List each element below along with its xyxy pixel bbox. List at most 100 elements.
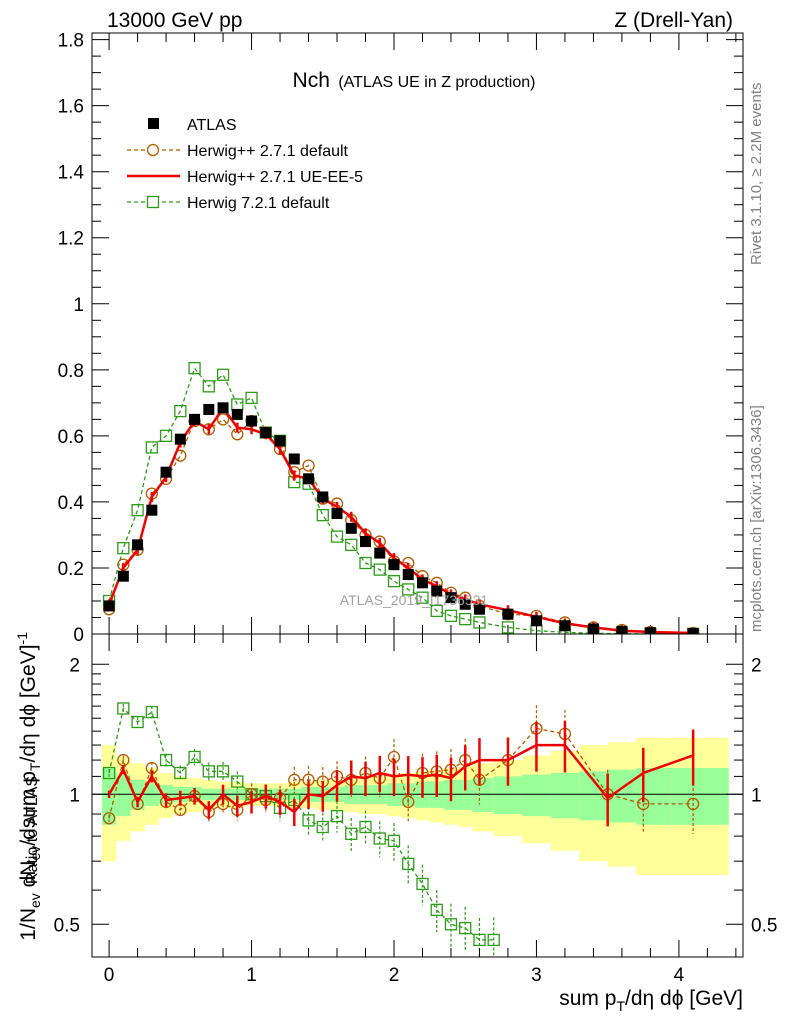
ratio-point [102, 766, 116, 780]
main-y-tick-label: 0 [73, 625, 84, 646]
legend-marker-herwig-pp-default [146, 143, 160, 157]
ratio-point [416, 877, 429, 891]
main-panel: 0 0.2 0.4 0.6 0.8 1 1.2 1.4 1.6 1.8 Nch (ATLAS UE… [58, 31, 744, 646]
mcplots-note: mcplots.cern.ch [arXiv:1306.3436] [748, 405, 765, 632]
ratio-point [402, 857, 415, 871]
data-point [459, 598, 471, 610]
data-point [387, 575, 401, 588]
y-axis-label-main: 1/Nev dNev/dsum pT/dη dϕ [GeV]-1 [14, 632, 43, 941]
ratio-band-inner [472, 778, 494, 812]
x-tick-label: 2 [389, 965, 400, 986]
ratio-point [487, 933, 500, 947]
x-axis-label-sub: T [616, 998, 625, 1014]
ratio-series-dashed-square [102, 702, 500, 957]
ratio-point [345, 827, 358, 840]
y-label-sup: -1 [14, 632, 30, 645]
ratio-band-inner [550, 773, 580, 819]
x-tick-label: 0 [104, 965, 115, 986]
ratio-point [288, 773, 301, 786]
legend-entry-herwig7-default: Herwig 7.2.1 default [127, 195, 330, 212]
data-point [687, 627, 699, 639]
ratio-point [216, 765, 230, 778]
y-label-sub-1: ev [27, 893, 43, 908]
x-axis-tick-labels: 0 1 2 3 4 [104, 965, 685, 986]
y-label-part-2: dN [17, 861, 40, 894]
data-point [260, 427, 272, 439]
data-point [316, 508, 329, 522]
data-point [302, 459, 315, 472]
data-point [160, 466, 172, 478]
ratio-band-inner [458, 779, 473, 810]
data-point [117, 570, 129, 582]
legend-entry-herwig-pp-default: Herwig++ 2.7.1 default [127, 143, 349, 160]
data-point [445, 592, 457, 604]
ratio-band-inner [130, 779, 145, 810]
ratio-point [373, 832, 386, 845]
legend-label-herwig-pp-default: Herwig++ 2.7.1 default [187, 143, 349, 160]
main-series-square-marker [103, 402, 699, 639]
y-label-sub-3: T [27, 762, 43, 771]
data-point [117, 541, 130, 555]
ratio-series-line [108, 707, 494, 941]
ratio-band-inner [671, 768, 729, 825]
ratio-point [131, 715, 144, 729]
data-point [345, 538, 358, 551]
data-point [288, 453, 300, 465]
data-point [388, 559, 400, 571]
process-label: Z (Drell-Yan) [614, 9, 733, 32]
main-y-tick-label: 1.2 [58, 229, 84, 250]
data-point [145, 441, 158, 454]
data-point [559, 620, 571, 632]
data-point [189, 413, 201, 425]
data-point [245, 391, 258, 405]
data-point [431, 585, 443, 597]
y-label-part-4: /dη dϕ [GeV] [17, 644, 40, 762]
plot-title: Nch (ATLAS UE in Z production) [293, 69, 536, 92]
ratio-uncertainty-bands [101, 737, 729, 876]
main-y-tick-label: 0.2 [58, 559, 84, 580]
x-axis-label-rest: /dη dϕ [GeV] [625, 987, 743, 1010]
plot-title-detail: (ATLAS UE in Z production) [338, 74, 535, 91]
data-point [402, 569, 414, 581]
legend-label-herwig-pp-ueee5: Herwig++ 2.7.1 UE-EE-5 [187, 169, 363, 186]
main-plot-frame [91, 32, 744, 635]
x-tick-label: 1 [246, 965, 257, 986]
data-point [330, 530, 344, 543]
ratio-point [387, 834, 401, 848]
data-point [416, 577, 428, 589]
data-point [501, 621, 515, 634]
data-point [345, 522, 357, 534]
ratio-point [430, 903, 443, 917]
y-axis-label-ratio: Ratio to ATLAS [24, 776, 41, 884]
x-tick-label: 4 [674, 965, 685, 986]
data-point [331, 507, 343, 519]
data-point [274, 435, 286, 447]
ratio-y-tick-label-right: 1 [751, 785, 762, 806]
data-point [202, 380, 215, 393]
ratio-point [359, 820, 372, 834]
legend: ATLAS Herwig++ 2.7.1 default Herwig++ 2.… [127, 117, 363, 212]
ratio-series-solid-line [107, 721, 695, 827]
collision-energy-label: 13000 GeV pp [107, 9, 242, 32]
plot-title-main: Nch [293, 69, 330, 92]
ratio-plot-frame [91, 633, 744, 958]
data-point [231, 408, 243, 420]
ratio-y-tick-label: 2 [69, 655, 80, 676]
data-point [502, 608, 514, 620]
data-point [159, 429, 173, 443]
data-point [373, 563, 386, 576]
data-point [459, 612, 472, 626]
ratio-point [174, 766, 187, 780]
ratio-point [459, 921, 472, 935]
data-point [616, 625, 628, 637]
ratio-point [159, 753, 173, 767]
data-point [374, 547, 386, 559]
ratio-point [231, 775, 244, 788]
y-label-part-1: 1/N [17, 908, 40, 941]
main-series-line [107, 405, 694, 635]
data-point [473, 616, 486, 629]
main-y-tick-label: 1.6 [58, 97, 84, 118]
data-point [132, 539, 144, 551]
data-point [402, 583, 415, 596]
